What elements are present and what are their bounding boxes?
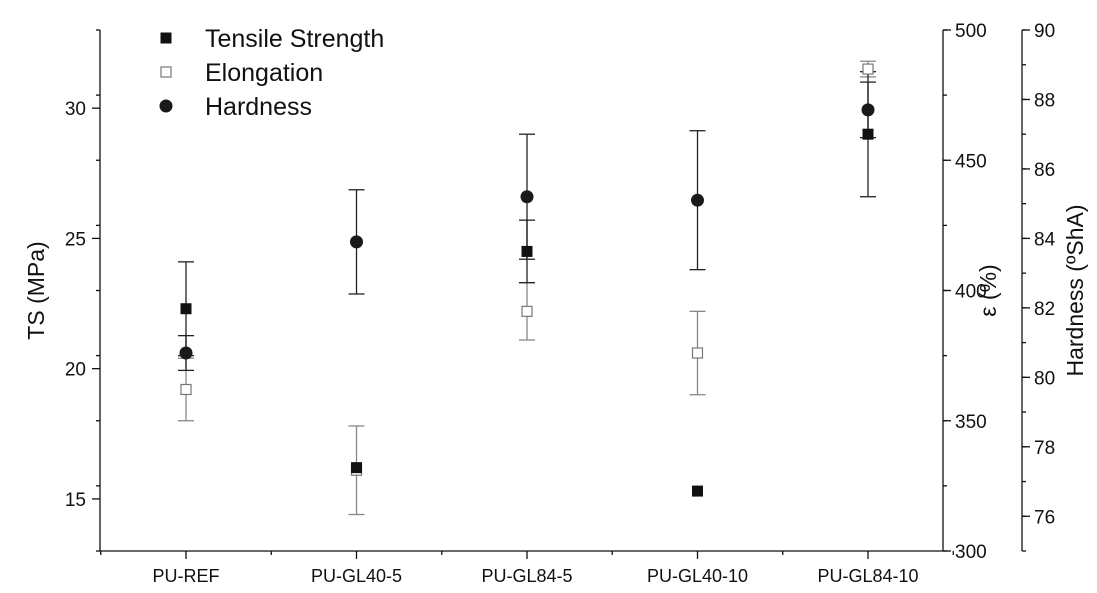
legend-marker-tensile-strength — [160, 32, 172, 44]
right1-axis-title: ε (%) — [975, 264, 1001, 316]
right2-tick-label: 88 — [1034, 90, 1055, 111]
right1-tick-label: 450 — [955, 151, 987, 172]
elongation-point — [691, 347, 704, 359]
legend-label-elongation: Elongation — [205, 59, 323, 87]
tensile-strength-point — [180, 303, 192, 315]
right2-tick-label: 82 — [1034, 299, 1055, 320]
error-bars-layer — [178, 60, 876, 516]
x-tick-label: PU-GL40-5 — [311, 566, 402, 586]
left-axis-title: TS (MPa) — [23, 241, 49, 339]
tensile-strength-point — [692, 485, 703, 497]
left-tick-label: 15 — [65, 490, 86, 511]
x-tick-label: PU-REF — [153, 566, 220, 586]
x-tick-label: PU-GL84-10 — [817, 566, 918, 586]
legend-marker-elongation — [160, 66, 172, 78]
data-marks-layer — [179, 63, 875, 497]
hardness-point — [179, 346, 193, 360]
right2-tick-label: 78 — [1034, 438, 1055, 459]
right2-axis-title: Hardness (ºShA) — [1062, 204, 1088, 376]
right1-tick-label: 300 — [955, 542, 987, 563]
right2-tick-label: 90 — [1034, 21, 1055, 42]
tensile-strength-point — [351, 462, 362, 474]
legend-label-tensile-strength: Tensile Strength — [205, 25, 384, 53]
left-tick-label: 20 — [65, 360, 86, 381]
legend-marker-hardness — [159, 99, 173, 113]
right1-tick-label: 350 — [955, 412, 987, 433]
legend-label-hardness: Hardness — [205, 93, 312, 121]
hardness-point — [691, 193, 704, 207]
elongation-point — [180, 383, 192, 396]
right2-tick-label: 76 — [1034, 507, 1055, 528]
x-tick-label: PU-GL84-5 — [481, 566, 572, 586]
right2-tick-label: 84 — [1034, 229, 1056, 250]
axes-layer: 15 20 25 30 TS (MPa) 300 350 400 450 500 ε (%) 76 78… — [23, 21, 1088, 586]
right2-tick-label: 80 — [1034, 368, 1055, 389]
elongation-point — [521, 305, 533, 317]
hardness-point — [350, 235, 363, 249]
hardness-point — [520, 190, 534, 204]
right2-tick-label: 86 — [1034, 160, 1055, 181]
hardness-point — [861, 103, 875, 117]
tensile-strength-point — [521, 245, 533, 257]
elongation-point — [862, 63, 874, 75]
right1-tick-label: 400 — [955, 282, 987, 303]
right1-tick-label: 500 — [955, 21, 987, 42]
left-tick-label: 25 — [65, 229, 86, 250]
left-tick-label: 30 — [65, 99, 86, 120]
legend: Tensile Strength Elongation Hardness — [159, 25, 384, 121]
tensile-strength-point — [862, 128, 874, 140]
x-tick-label: PU-GL40-10 — [647, 566, 748, 586]
